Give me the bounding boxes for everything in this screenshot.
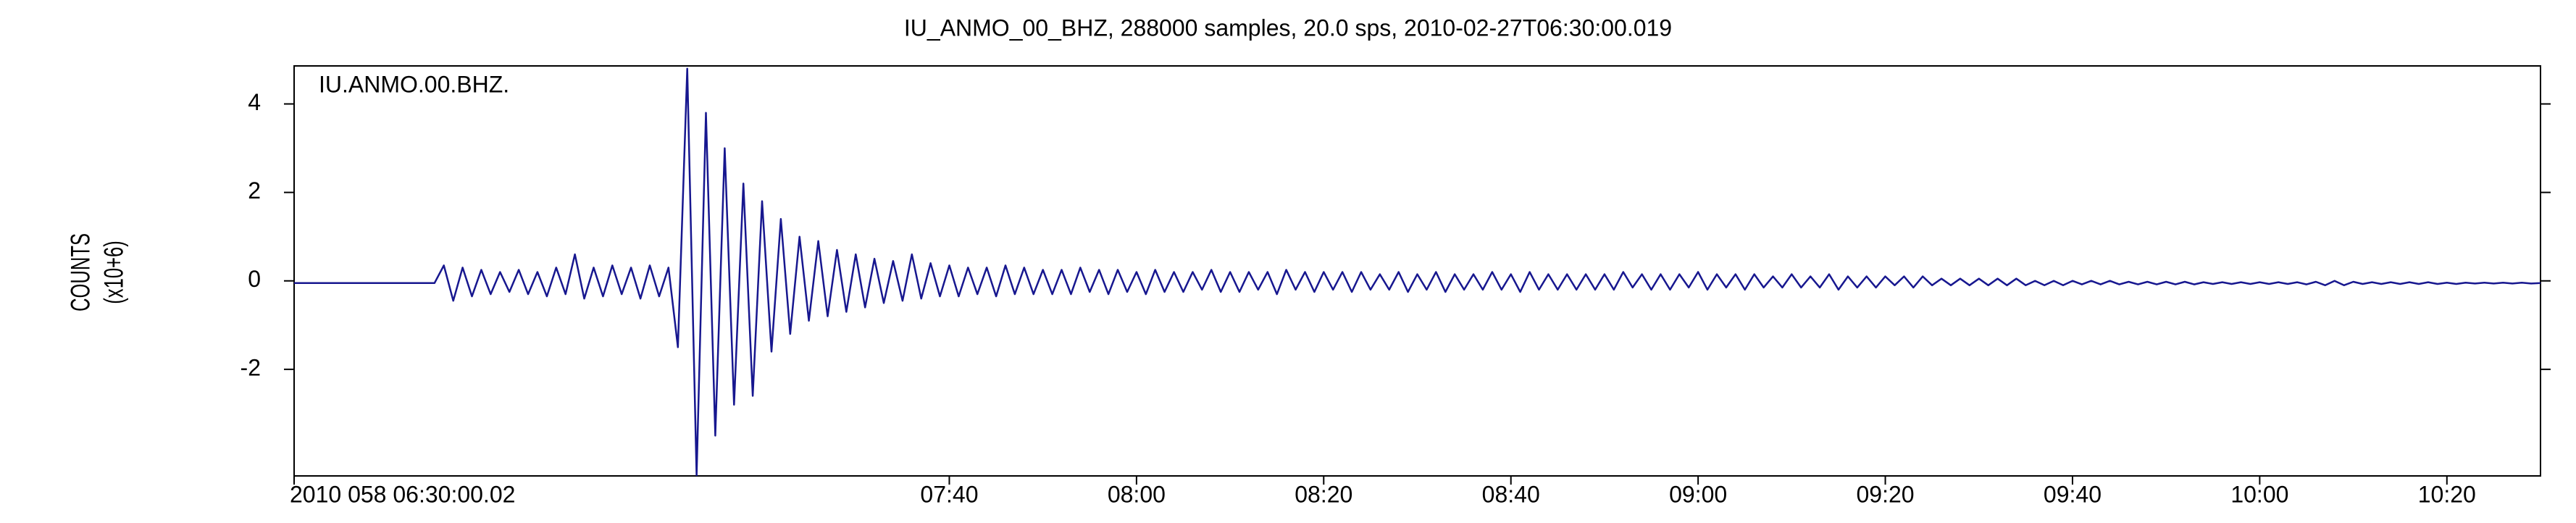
y-tick-label: 2 bbox=[248, 177, 261, 204]
chart-title: IU_ANMO_00_BHZ, 288000 samples, 20.0 sps… bbox=[904, 14, 1672, 41]
y-tick-label: -2 bbox=[241, 354, 261, 380]
x-tick-label: 10:20 bbox=[2418, 481, 2476, 507]
x-tick-label: 10:00 bbox=[2230, 481, 2288, 507]
x-tick-label: 08:00 bbox=[1108, 481, 1166, 507]
x-tick-label: 07:40 bbox=[920, 481, 978, 507]
trace-label: IU.ANMO.00.BHZ. bbox=[319, 71, 509, 97]
x-tick-label: 09:20 bbox=[1857, 481, 1915, 507]
plot-frame bbox=[293, 65, 2541, 477]
y-tick-label: 0 bbox=[248, 266, 261, 292]
waveform bbox=[294, 67, 2541, 476]
x-tick-label: 09:40 bbox=[2044, 481, 2102, 507]
x-tick-label: 08:20 bbox=[1295, 481, 1352, 507]
x-tick-label: 09:00 bbox=[1669, 481, 1727, 507]
y-axis-label: COUNTS bbox=[65, 233, 96, 311]
x-tick-label: 2010 058 06:30:00.02 bbox=[290, 481, 515, 507]
x-tick-label: 08:40 bbox=[1482, 481, 1540, 507]
y-tick-label: 4 bbox=[248, 89, 261, 115]
y-axis-unit: (x10+6) bbox=[99, 240, 129, 304]
